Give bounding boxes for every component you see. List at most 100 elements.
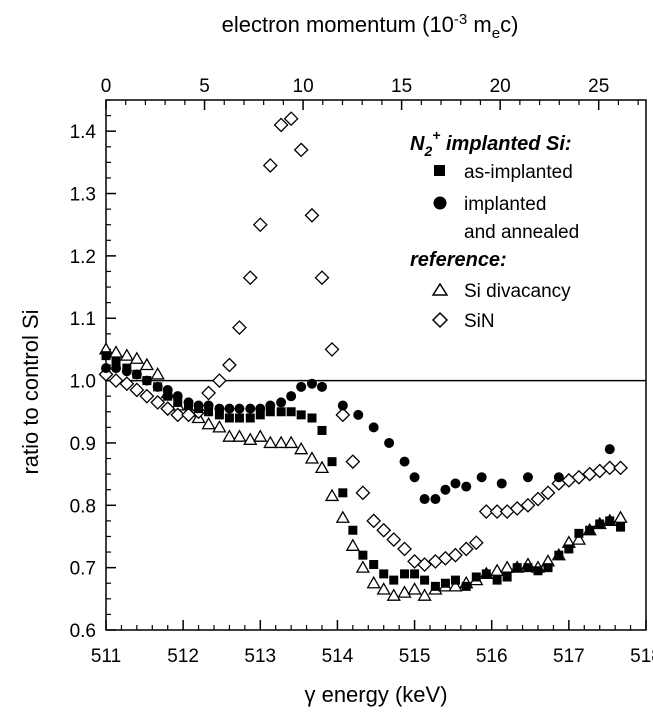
point-as-implanted — [111, 357, 121, 367]
point-divacancy — [376, 582, 391, 595]
legend-label-annealed-1: implanted — [464, 194, 546, 215]
point-annealed — [384, 437, 395, 448]
point-as-implanted — [255, 410, 265, 420]
top-axis-title: electron momentum (10-3 mec) — [222, 11, 519, 42]
point-divacancy — [448, 579, 463, 592]
point-divacancy — [489, 563, 505, 576]
point-sin — [108, 373, 124, 389]
point-sin — [283, 111, 299, 127]
point-divacancy — [150, 367, 165, 380]
legend-group1-heading: N2+ implanted Si: — [410, 127, 572, 159]
point-sin — [386, 532, 402, 548]
x-axis-title: γ energy (keV) — [304, 682, 447, 707]
point-as-implanted — [481, 569, 491, 579]
point-as-implanted — [245, 413, 255, 423]
x-tick-label: 515 — [399, 646, 431, 667]
point-sin — [520, 497, 536, 513]
point-annealed — [101, 363, 111, 374]
point-annealed — [409, 472, 420, 483]
point-divacancy — [139, 357, 155, 371]
point-annealed — [419, 494, 430, 505]
point-divacancy — [345, 538, 360, 551]
point-divacancy — [263, 435, 278, 449]
point-divacancy — [366, 575, 381, 589]
point-annealed — [353, 409, 364, 420]
point-sin — [314, 270, 330, 286]
point-divacancy — [108, 345, 124, 358]
legend-label-as-implanted: as-implanted — [464, 162, 573, 183]
point-annealed — [276, 397, 287, 408]
point-as-implanted — [163, 391, 173, 401]
point-as-implanted — [554, 550, 564, 560]
point-as-implanted — [410, 569, 420, 579]
point-as-implanted — [595, 519, 605, 529]
point-divacancy — [397, 585, 412, 598]
point-sin — [211, 373, 227, 389]
legend-marker-sin — [431, 311, 449, 329]
point-sin — [458, 541, 474, 557]
point-as-implanted — [101, 351, 111, 361]
point-as-implanted — [420, 575, 430, 585]
point-as-implanted — [512, 563, 522, 573]
point-as-implanted — [214, 410, 224, 420]
point-divacancy — [119, 348, 134, 361]
point-annealed — [193, 400, 204, 411]
legend-label-annealed-2: and annealed — [464, 222, 579, 243]
point-sin — [355, 485, 371, 501]
x2-tick-label: 0 — [101, 76, 112, 97]
point-annealed — [286, 391, 297, 402]
y-tick-label: 1.3 — [70, 185, 96, 206]
point-sin — [232, 320, 247, 336]
point-sin — [324, 341, 340, 357]
point-as-implanted — [379, 569, 389, 579]
y-tick-label: 1.1 — [70, 309, 96, 330]
point-annealed — [430, 494, 441, 505]
legend-marker-divacancy — [431, 282, 449, 296]
legend-marker-as-implanted — [434, 165, 445, 176]
point-divacancy — [284, 435, 299, 449]
point-annealed — [152, 381, 163, 392]
x2-tick-label: 5 — [199, 76, 210, 97]
point-sin — [345, 454, 361, 470]
point-sin — [262, 158, 278, 173]
point-divacancy — [243, 432, 258, 445]
point-divacancy — [571, 532, 587, 545]
point-as-implanted — [564, 544, 574, 554]
point-sin — [613, 460, 628, 476]
x-tick-label: 517 — [553, 646, 585, 667]
x-tick-label: 518 — [630, 646, 653, 667]
point-divacancy — [232, 429, 247, 442]
point-annealed — [162, 384, 173, 395]
point-sin — [335, 407, 351, 423]
point-as-implanted — [471, 572, 481, 582]
point-sin — [222, 357, 237, 373]
point-as-implanted — [616, 522, 626, 532]
point-as-implanted — [327, 457, 337, 467]
legend-label-sin: SiN — [464, 311, 495, 332]
point-as-implanted — [523, 563, 533, 573]
point-sin — [366, 513, 382, 529]
point-sin — [129, 382, 145, 398]
point-sin — [252, 217, 268, 233]
x2-tick-label: 20 — [490, 76, 511, 97]
x2-tick-label: 10 — [293, 76, 314, 97]
point-annealed — [337, 400, 348, 411]
point-annealed — [553, 472, 564, 483]
point-sin — [530, 491, 546, 507]
point-annealed — [172, 391, 183, 402]
point-sin — [273, 117, 289, 133]
y-tick-label: 1.4 — [70, 122, 97, 143]
y-tick-label: 0.7 — [70, 559, 96, 580]
x2-tick-label: 15 — [391, 76, 412, 97]
legend-group2-heading: reference: — [410, 249, 507, 271]
point-sin — [150, 394, 166, 410]
point-annealed — [203, 400, 214, 411]
point-annealed — [440, 484, 451, 495]
point-as-implanted — [286, 407, 296, 417]
point-annealed — [368, 422, 379, 433]
point-divacancy — [304, 451, 320, 464]
x-tick-label: 512 — [167, 646, 199, 667]
y-tick-label: 0.8 — [70, 496, 96, 517]
point-divacancy — [212, 420, 227, 433]
